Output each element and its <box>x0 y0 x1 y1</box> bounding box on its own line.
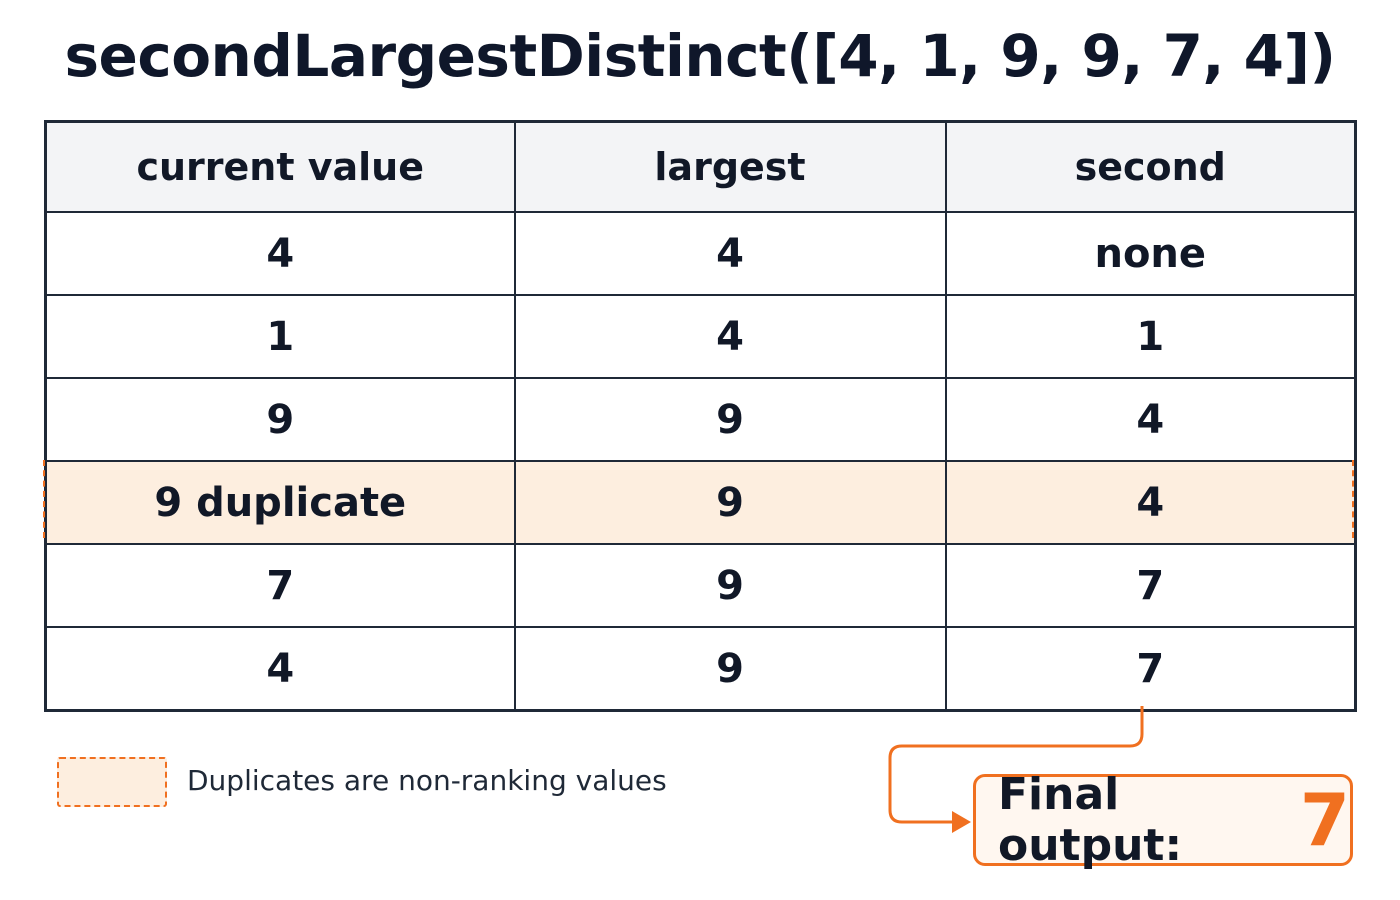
cell-second: 7 <box>944 543 1357 628</box>
column-header-largest: largest <box>513 120 947 213</box>
cell-largest: 9 <box>513 377 947 462</box>
cell-current-value-duplicate: 9 duplicate <box>44 460 516 545</box>
duplicate-row-marker-left <box>43 460 45 538</box>
cell-current-value: 1 <box>44 294 516 379</box>
cell-second: 1 <box>944 294 1357 379</box>
cell-current-value: 9 <box>44 377 516 462</box>
table-row: 9 9 4 <box>44 377 1357 462</box>
cell-current-value: 4 <box>44 626 516 712</box>
column-header-current-value: current value <box>44 120 516 213</box>
table-row: 1 4 1 <box>44 294 1357 379</box>
page-title: secondLargestDistinct([4, 1, 9, 9, 7, 4]… <box>64 22 1336 90</box>
connector-line <box>888 706 1144 824</box>
cell-largest: 9 <box>513 626 947 712</box>
final-output-value: 7 <box>1299 778 1350 862</box>
cell-second: 4 <box>944 377 1357 462</box>
trace-table: current value largest second 4 4 none 1 … <box>44 120 1357 712</box>
final-output-label: Final output: <box>998 769 1183 871</box>
header-row: current value largest second <box>44 120 1357 213</box>
cell-second: none <box>944 211 1357 296</box>
cell-current-value: 4 <box>44 211 516 296</box>
column-header-second: second <box>944 120 1357 213</box>
cell-largest: 4 <box>513 294 947 379</box>
table-row: 7 9 7 <box>44 543 1357 628</box>
arrow-head-icon <box>952 811 971 833</box>
table-row: 4 9 7 <box>44 626 1357 712</box>
duplicate-row: 9 duplicate 9 4 <box>44 460 1357 545</box>
cell-largest: 9 <box>513 543 947 628</box>
cell-current-value: 7 <box>44 543 516 628</box>
cell-second-final: 7 <box>944 626 1357 712</box>
cell-largest: 4 <box>513 211 947 296</box>
cell-second: 4 <box>944 460 1357 545</box>
final-output-box: Final output: 7 <box>973 769 1353 871</box>
legend-text: Duplicates are non-ranking values <box>187 764 667 797</box>
legend-swatch <box>57 757 167 807</box>
cell-largest: 9 <box>513 460 947 545</box>
table-row: 4 4 none <box>44 211 1357 296</box>
duplicate-row-marker-right <box>1352 460 1354 538</box>
